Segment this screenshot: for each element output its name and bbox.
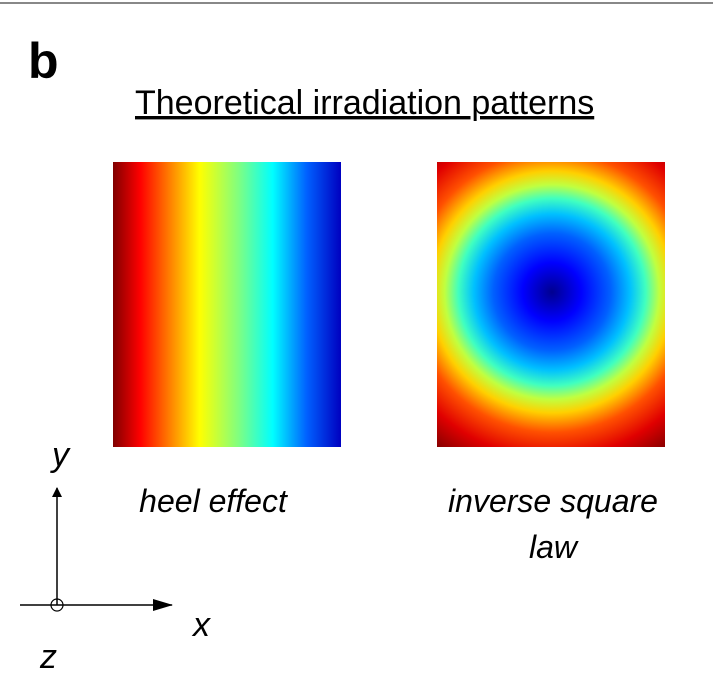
heel-effect-pattern	[113, 162, 341, 447]
axis-label: z	[39, 638, 57, 676]
inverse-square-pattern	[437, 162, 665, 447]
z-axis-symbol	[50, 598, 64, 612]
axis-label: y	[50, 436, 71, 474]
panel-label: b	[28, 33, 59, 89]
axis-label: x	[191, 606, 211, 644]
caption: law	[529, 529, 579, 565]
title: Theoretical irradiation patterns	[135, 84, 594, 122]
caption: inverse square	[448, 483, 658, 519]
caption: heel effect	[139, 483, 288, 519]
